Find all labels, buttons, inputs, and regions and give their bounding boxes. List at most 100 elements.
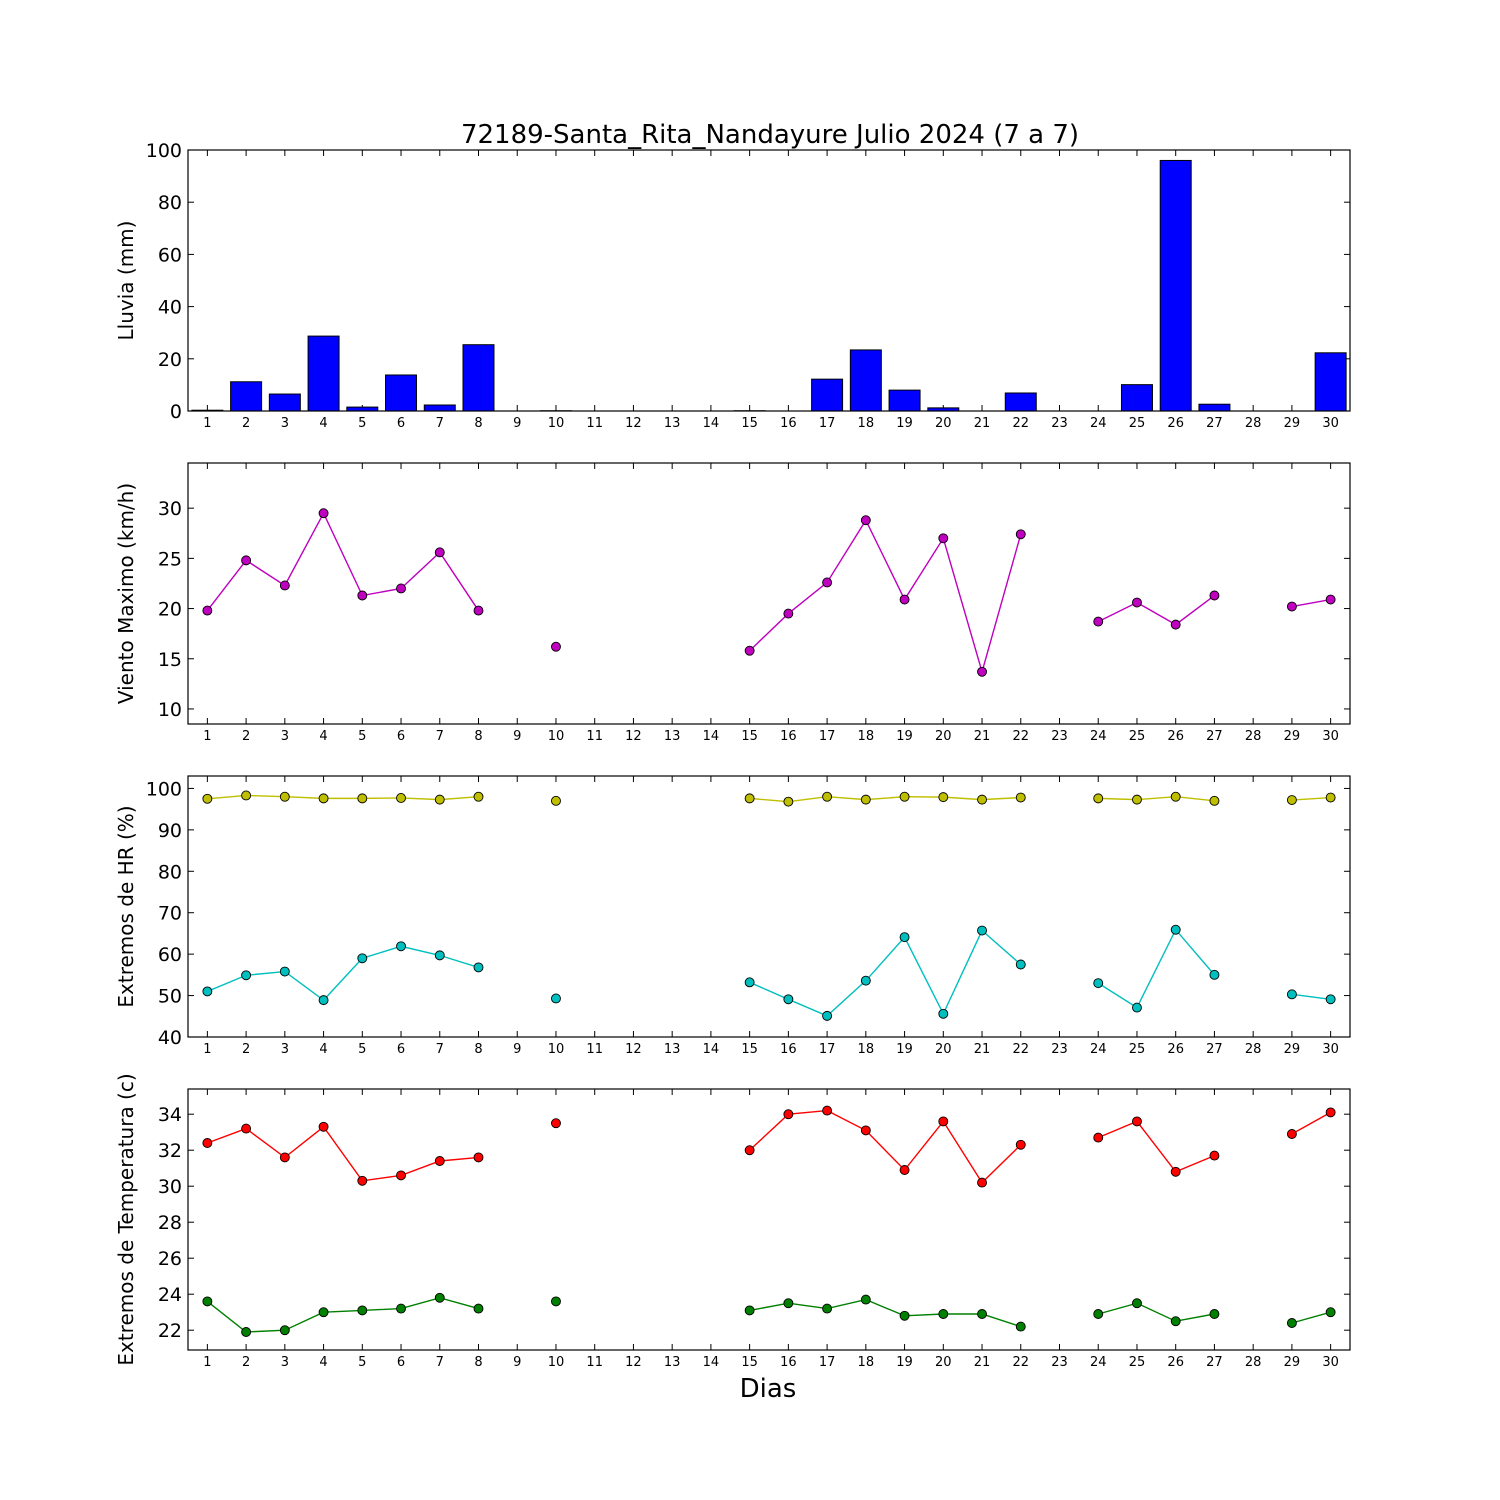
y-tick-label: 28 <box>158 1212 182 1234</box>
series-line <box>206 1297 479 1333</box>
x-tick-label: 25 <box>1129 416 1146 431</box>
x-tick-label: 25 <box>1129 729 1146 744</box>
x-tick-label: 10 <box>548 1355 565 1370</box>
data-point <box>1209 590 1220 601</box>
data-point <box>396 793 406 803</box>
x-tick-label: 25 <box>1129 1355 1146 1370</box>
data-point <box>860 515 871 526</box>
data-point <box>860 1294 871 1305</box>
x-tick-label: 4 <box>319 1042 327 1057</box>
x-tick-label: 24 <box>1090 1355 1107 1370</box>
data-point <box>744 977 755 988</box>
x-tick-label: 29 <box>1284 729 1301 744</box>
data-point <box>318 1121 329 1132</box>
data-point <box>1132 1298 1142 1309</box>
x-tick-label: 17 <box>819 1042 836 1057</box>
data-point <box>1170 791 1181 802</box>
data-point <box>1325 1107 1336 1118</box>
data-point <box>241 790 252 801</box>
y-axis-label: Extremos de HR (%) <box>114 805 138 1007</box>
x-tick-label: 30 <box>1322 1042 1339 1057</box>
x-tick-label: 16 <box>780 729 797 744</box>
x-tick-label: 22 <box>1012 1355 1029 1370</box>
y-tick-label: 20 <box>158 349 182 371</box>
data-point <box>1093 1309 1104 1319</box>
x-tick-label: 6 <box>397 416 405 431</box>
series-line <box>207 1125 479 1182</box>
data-point <box>434 1156 445 1166</box>
x-tick-label: 21 <box>974 416 991 431</box>
x-tick-label: 9 <box>513 1355 521 1370</box>
data-point <box>783 1298 794 1309</box>
x-tick-label: 28 <box>1245 729 1262 744</box>
x-tick-label: 27 <box>1206 416 1223 431</box>
data-point <box>938 1116 949 1127</box>
data-point <box>318 995 329 1006</box>
data-point <box>899 791 910 802</box>
x-tick-label: 12 <box>625 729 642 744</box>
x-tick-label: 11 <box>586 1042 603 1057</box>
x-tick-label: 2 <box>242 1042 250 1057</box>
y-tick-label: 100 <box>146 140 182 162</box>
x-tick-label: 19 <box>896 1042 913 1057</box>
data-point <box>783 994 794 1005</box>
series-line <box>1291 598 1331 608</box>
x-tick-label: 3 <box>281 729 289 744</box>
y-axis-label: Viento Maximo (km/h) <box>114 483 138 704</box>
series-line <box>1291 993 1331 1000</box>
x-tick-label: 26 <box>1167 1355 1184 1370</box>
series-line <box>1098 796 1215 802</box>
x-tick-label: 1 <box>203 729 211 744</box>
rain-bar <box>268 393 301 412</box>
data-point <box>899 1165 910 1175</box>
data-point <box>318 1307 329 1318</box>
series-line <box>206 511 480 611</box>
data-point <box>279 1152 290 1163</box>
data-point <box>396 941 406 952</box>
plot-frame <box>187 1088 1351 1351</box>
data-point <box>1132 597 1142 608</box>
x-tick-label: 29 <box>1284 1042 1301 1057</box>
data-point <box>899 1310 910 1321</box>
x-tick-label: 11 <box>586 1355 603 1370</box>
x-tick-label: 23 <box>1051 416 1068 431</box>
x-tick-label: 24 <box>1090 729 1107 744</box>
x-tick-label: 14 <box>703 1355 720 1370</box>
data-point <box>977 925 987 936</box>
x-tick-label: 14 <box>703 1042 720 1057</box>
y-tick-label: 22 <box>158 1320 182 1342</box>
data-point <box>1170 1316 1181 1327</box>
data-point <box>396 1170 406 1181</box>
y-tick-label: 10 <box>158 699 182 721</box>
x-tick-label: 11 <box>586 416 603 431</box>
y-tick-label: 34 <box>158 1104 182 1126</box>
rain-bar <box>1120 384 1153 412</box>
plot-frame <box>187 462 1351 725</box>
x-tick-label: 27 <box>1206 1042 1223 1057</box>
data-point <box>1286 1129 1297 1139</box>
x-tick-label: 4 <box>319 416 327 431</box>
x-tick-label: 15 <box>741 729 758 744</box>
data-point <box>1093 1132 1104 1143</box>
data-point <box>551 641 561 652</box>
x-tick-label: 3 <box>281 1355 289 1370</box>
data-point <box>744 1145 755 1156</box>
x-tick-label: 15 <box>741 416 758 431</box>
data-point <box>1325 594 1336 605</box>
x-tick-label: 9 <box>513 416 521 431</box>
data-point <box>551 795 561 806</box>
x-tick-label: 13 <box>664 1042 681 1057</box>
x-tick-label: 6 <box>397 1042 405 1057</box>
series-line <box>749 1298 1021 1328</box>
data-point <box>279 580 290 591</box>
data-point <box>899 594 910 605</box>
data-point <box>822 791 833 802</box>
y-tick-label: 80 <box>158 861 182 883</box>
rain-bar <box>888 389 921 412</box>
x-tick-label: 22 <box>1012 729 1029 744</box>
x-tick-label: 12 <box>625 416 642 431</box>
data-point <box>357 793 368 804</box>
